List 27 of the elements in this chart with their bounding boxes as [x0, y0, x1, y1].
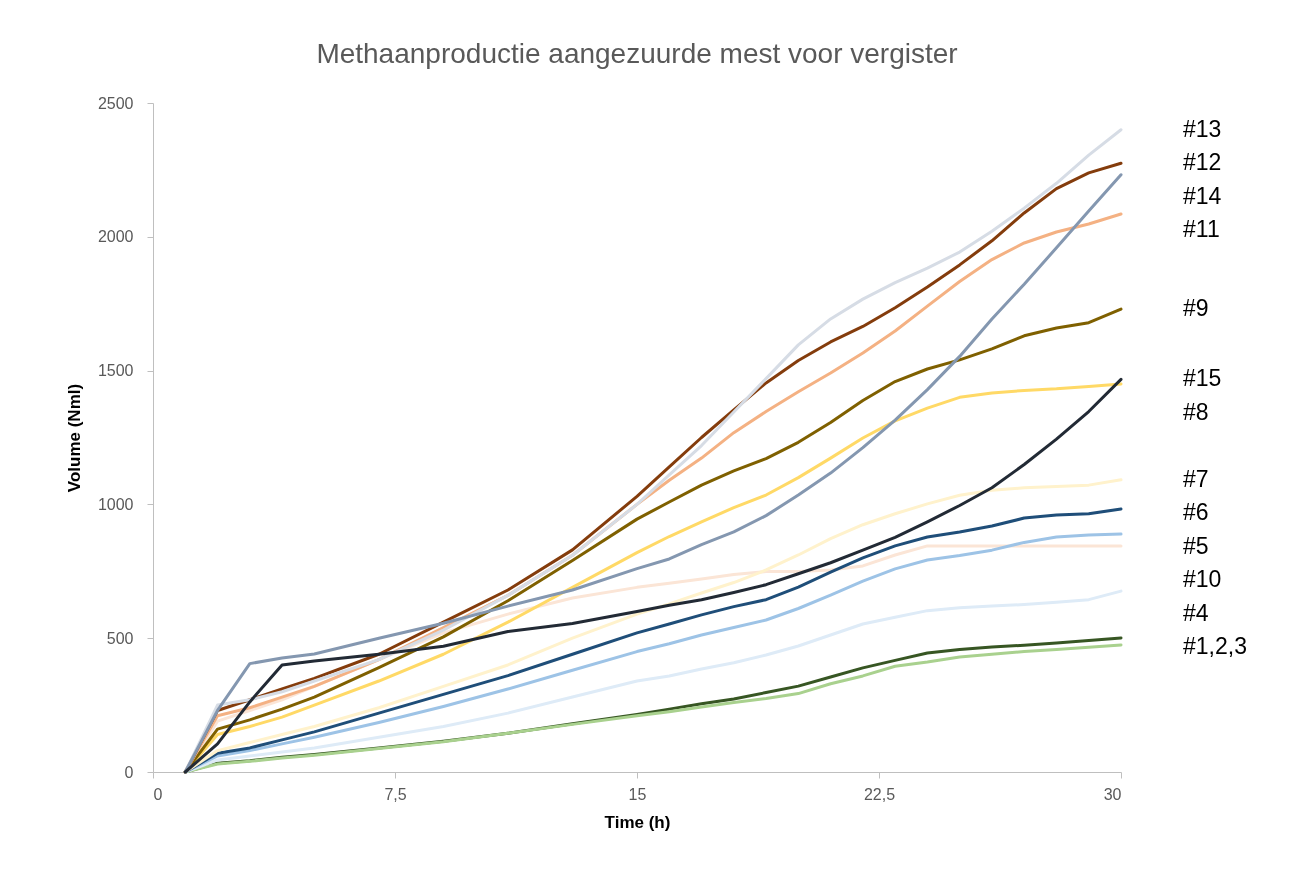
text: #12	[1183, 149, 1222, 176]
x-tick-label: 22,5	[863, 785, 896, 803]
y-tick-label: 0	[124, 763, 134, 781]
text: #1,2,3	[1183, 633, 1247, 660]
text: #4	[1183, 599, 1209, 626]
text: #5	[1183, 532, 1209, 559]
x-tick-label: 30	[1103, 785, 1122, 803]
x-tick-label: 15	[628, 785, 647, 803]
text: #14	[1183, 182, 1222, 209]
y-axis-title: Volume (Nml)	[64, 383, 84, 493]
text: #7	[1183, 465, 1209, 492]
text: #6	[1183, 499, 1209, 526]
text: #13	[1183, 115, 1222, 142]
x-axis-title: Time (h)	[604, 812, 671, 832]
y-tick-label: 2000	[97, 228, 134, 246]
chart-title: Methaanproductie aangezuurde mest voor vergister	[316, 38, 958, 69]
text: #15	[1183, 365, 1222, 392]
text: #11	[1183, 216, 1220, 243]
text: #10	[1183, 566, 1222, 593]
y-tick-label: 1000	[97, 495, 134, 513]
y-tick-label: 2500	[97, 94, 134, 112]
text: #9	[1183, 295, 1209, 322]
text: #8	[1183, 398, 1209, 425]
x-tick-label: 7,5	[384, 785, 407, 803]
y-tick-label: 1500	[97, 362, 134, 380]
x-tick-label: 0	[153, 785, 163, 803]
y-tick-label: 500	[106, 629, 134, 647]
